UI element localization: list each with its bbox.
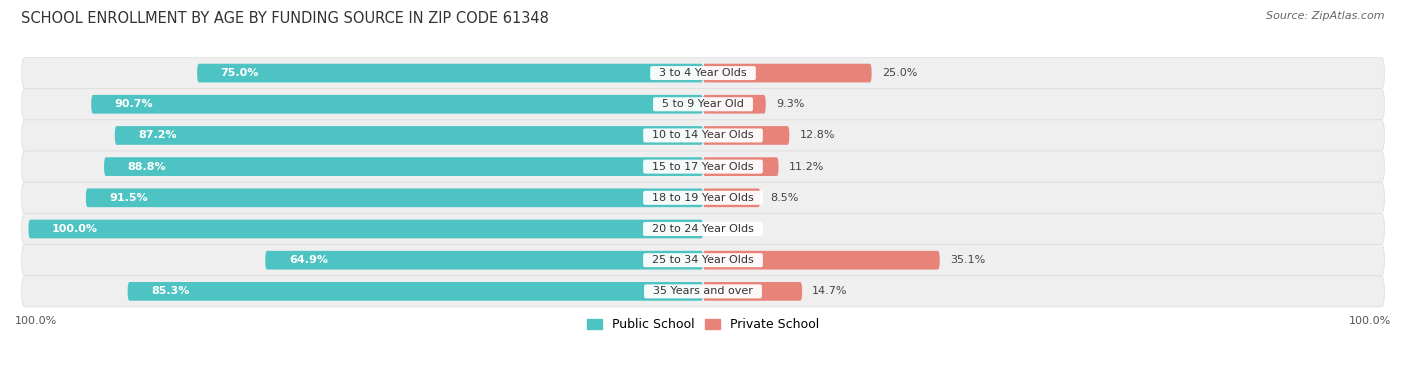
Text: 9.3%: 9.3% <box>776 99 804 109</box>
Text: 100.0%: 100.0% <box>1348 316 1391 326</box>
FancyBboxPatch shape <box>21 57 1385 89</box>
FancyBboxPatch shape <box>703 251 939 270</box>
FancyBboxPatch shape <box>266 251 703 270</box>
Text: 100.0%: 100.0% <box>52 224 98 234</box>
FancyBboxPatch shape <box>703 95 766 114</box>
Text: 3 to 4 Year Olds: 3 to 4 Year Olds <box>652 68 754 78</box>
FancyBboxPatch shape <box>21 276 1385 307</box>
Text: 11.2%: 11.2% <box>789 162 824 172</box>
FancyBboxPatch shape <box>21 89 1385 120</box>
Text: 14.7%: 14.7% <box>813 287 848 296</box>
Text: 35.1%: 35.1% <box>950 255 986 265</box>
Text: 87.2%: 87.2% <box>138 130 177 141</box>
Text: 8.5%: 8.5% <box>770 193 799 203</box>
FancyBboxPatch shape <box>703 189 761 207</box>
FancyBboxPatch shape <box>21 182 1385 214</box>
Text: 90.7%: 90.7% <box>115 99 153 109</box>
Text: 5 to 9 Year Old: 5 to 9 Year Old <box>655 99 751 109</box>
Text: 25 to 34 Year Olds: 25 to 34 Year Olds <box>645 255 761 265</box>
FancyBboxPatch shape <box>197 64 703 82</box>
Text: 88.8%: 88.8% <box>128 162 166 172</box>
Text: 18 to 19 Year Olds: 18 to 19 Year Olds <box>645 193 761 203</box>
Text: 20 to 24 Year Olds: 20 to 24 Year Olds <box>645 224 761 234</box>
Text: 91.5%: 91.5% <box>110 193 148 203</box>
FancyBboxPatch shape <box>21 214 1385 245</box>
Text: Source: ZipAtlas.com: Source: ZipAtlas.com <box>1267 11 1385 21</box>
FancyBboxPatch shape <box>703 64 872 82</box>
Text: 12.8%: 12.8% <box>800 130 835 141</box>
Text: 64.9%: 64.9% <box>288 255 328 265</box>
FancyBboxPatch shape <box>115 126 703 145</box>
FancyBboxPatch shape <box>21 151 1385 182</box>
FancyBboxPatch shape <box>21 245 1385 276</box>
Text: 75.0%: 75.0% <box>221 68 259 78</box>
Text: 85.3%: 85.3% <box>152 287 190 296</box>
FancyBboxPatch shape <box>104 157 703 176</box>
FancyBboxPatch shape <box>21 120 1385 151</box>
Legend: Public School, Private School: Public School, Private School <box>582 313 824 336</box>
FancyBboxPatch shape <box>703 282 803 301</box>
Text: 10 to 14 Year Olds: 10 to 14 Year Olds <box>645 130 761 141</box>
Text: 15 to 17 Year Olds: 15 to 17 Year Olds <box>645 162 761 172</box>
Text: 25.0%: 25.0% <box>882 68 917 78</box>
FancyBboxPatch shape <box>703 157 779 176</box>
Text: SCHOOL ENROLLMENT BY AGE BY FUNDING SOURCE IN ZIP CODE 61348: SCHOOL ENROLLMENT BY AGE BY FUNDING SOUR… <box>21 11 548 26</box>
FancyBboxPatch shape <box>28 220 703 239</box>
FancyBboxPatch shape <box>86 189 703 207</box>
Text: 100.0%: 100.0% <box>15 316 58 326</box>
FancyBboxPatch shape <box>703 126 789 145</box>
FancyBboxPatch shape <box>91 95 703 114</box>
FancyBboxPatch shape <box>128 282 703 301</box>
Text: 35 Years and over: 35 Years and over <box>647 287 759 296</box>
Text: 0.0%: 0.0% <box>713 224 741 234</box>
